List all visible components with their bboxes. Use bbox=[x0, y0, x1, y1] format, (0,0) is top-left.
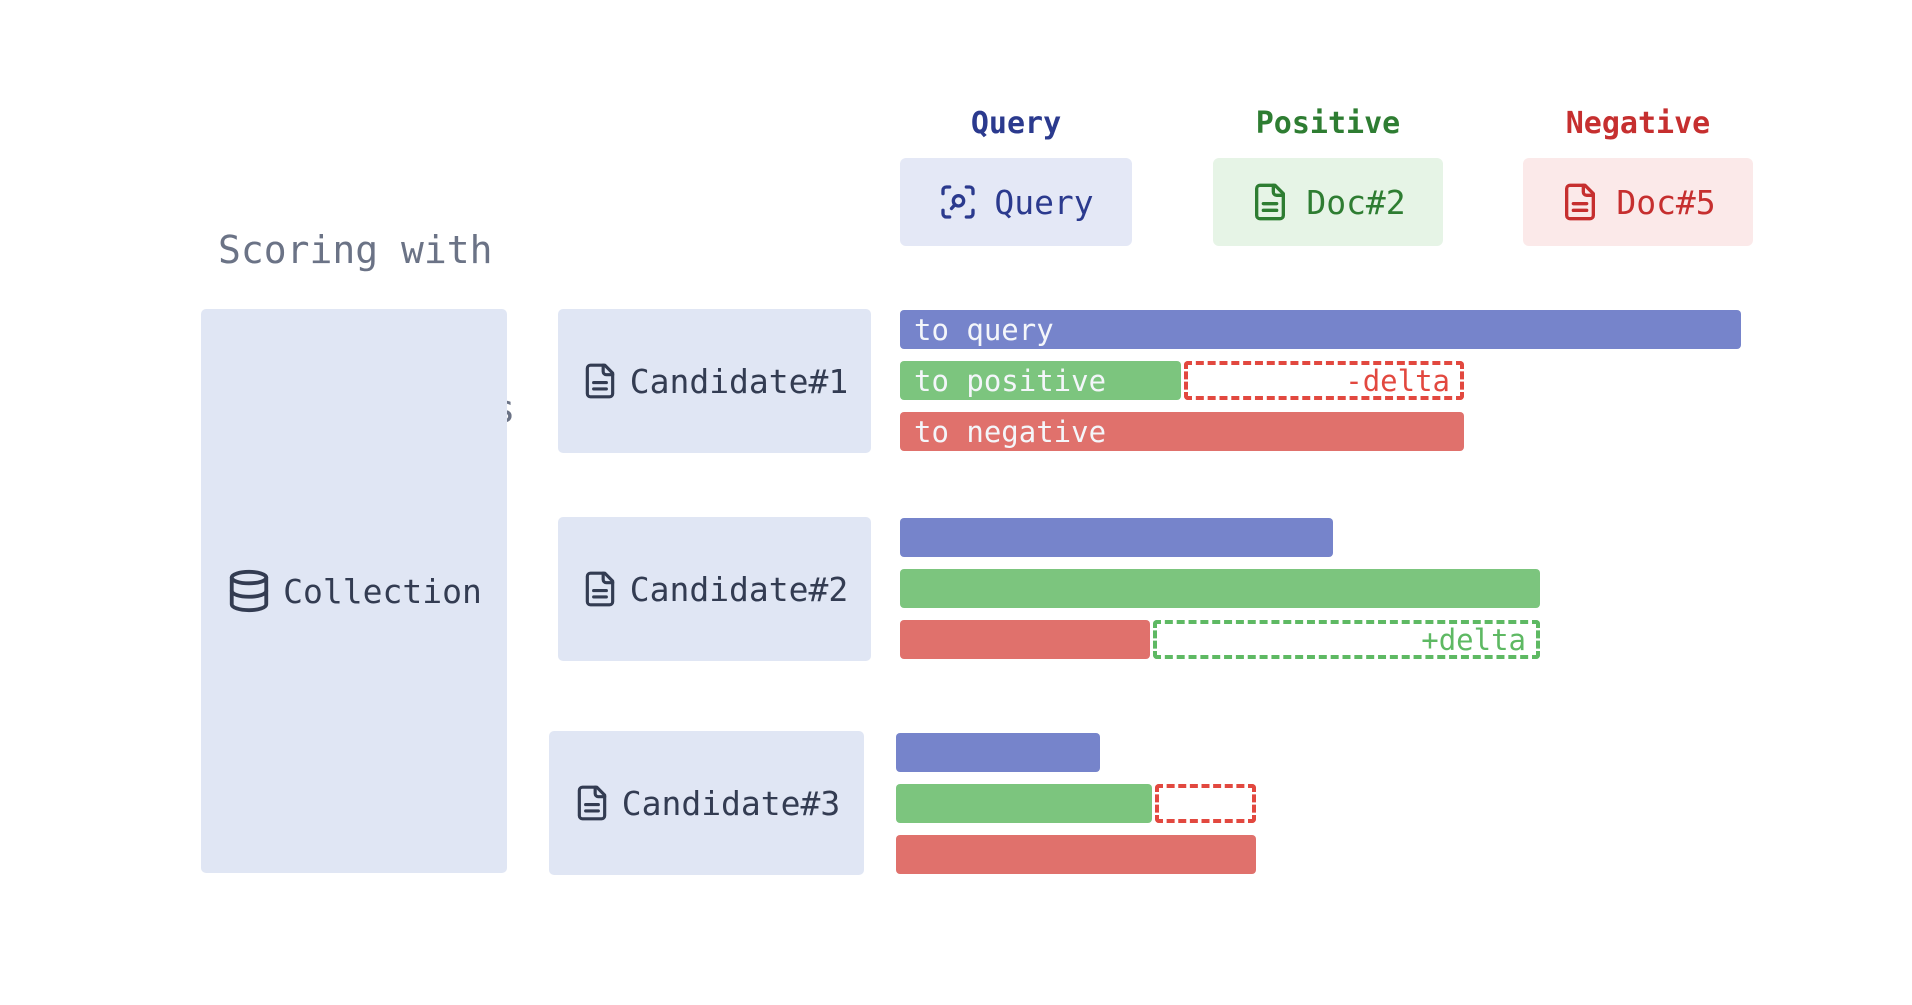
collection-label: Collection bbox=[283, 571, 482, 611]
negative-column-label: Negative bbox=[1565, 106, 1711, 141]
file-text-icon bbox=[585, 571, 614, 607]
collection-box: Collection bbox=[201, 309, 507, 873]
candidate-2-to-negative-bar bbox=[900, 620, 1150, 659]
query-badge: Query bbox=[900, 158, 1132, 246]
candidate-2-label: Candidate#2 bbox=[629, 569, 849, 609]
candidate-3-to-positive-bar bbox=[896, 784, 1152, 823]
query-badge-label: Query bbox=[994, 182, 1094, 222]
file-text-icon bbox=[1565, 183, 1596, 221]
title-line-1: Scoring with bbox=[218, 228, 493, 272]
bar-label: to query bbox=[914, 312, 1054, 347]
candidate-3-box: Candidate#3 bbox=[549, 731, 864, 875]
candidate-1-bar-row-positive: to positive -delta bbox=[900, 361, 1780, 400]
candidate-3-to-negative-bar bbox=[896, 835, 1256, 874]
candidate-3-bar-row-negative bbox=[896, 835, 1776, 874]
negative-badge: Doc#5 bbox=[1523, 158, 1753, 246]
file-text-icon bbox=[585, 363, 614, 399]
candidate-3-bar-row-query bbox=[896, 733, 1776, 772]
delta-label: +delta bbox=[1421, 622, 1526, 657]
candidate-3-bar-row-positive bbox=[896, 784, 1776, 823]
positive-badge: Doc#2 bbox=[1213, 158, 1443, 246]
negative-badge-label: Doc#5 bbox=[1616, 182, 1716, 222]
scan-search-icon bbox=[941, 185, 975, 219]
candidate-2-bar-row-negative: +delta bbox=[900, 620, 1780, 659]
candidate-2-bar-row-query bbox=[900, 518, 1780, 557]
candidate-1-label: Candidate#1 bbox=[629, 361, 849, 401]
candidate-1-bar-row-negative: to negative bbox=[900, 412, 1780, 451]
bar-label: to positive bbox=[914, 363, 1107, 398]
candidate-1-negative-delta-box: -delta bbox=[1184, 361, 1464, 400]
candidate-1-box: Candidate#1 bbox=[558, 309, 871, 453]
file-text-icon bbox=[1255, 183, 1286, 221]
candidate-2-bar-row-positive bbox=[900, 569, 1780, 608]
query-column-label: Query bbox=[970, 106, 1062, 141]
file-text-icon bbox=[577, 785, 606, 821]
candidate-2-positive-delta-box: +delta bbox=[1153, 620, 1540, 659]
candidate-3-negative-delta-box bbox=[1155, 784, 1256, 823]
candidate-1-bar-row-query: to query bbox=[900, 310, 1780, 349]
database-icon bbox=[229, 569, 269, 613]
candidate-3-to-query-bar bbox=[896, 733, 1100, 772]
delta-label: -delta bbox=[1345, 363, 1450, 398]
positive-badge-label: Doc#2 bbox=[1306, 182, 1406, 222]
bar-label: to negative bbox=[914, 414, 1107, 449]
candidate-3-label: Candidate#3 bbox=[621, 783, 841, 823]
candidate-1-to-negative-bar: to negative bbox=[900, 412, 1464, 451]
candidate-1-to-query-bar: to query bbox=[900, 310, 1741, 349]
positive-column-label: Positive bbox=[1255, 106, 1401, 141]
candidate-2-to-query-bar bbox=[900, 518, 1333, 557]
candidate-2-to-positive-bar bbox=[900, 569, 1540, 608]
candidate-2-box: Candidate#2 bbox=[558, 517, 871, 661]
candidate-1-to-positive-bar: to positive bbox=[900, 361, 1181, 400]
